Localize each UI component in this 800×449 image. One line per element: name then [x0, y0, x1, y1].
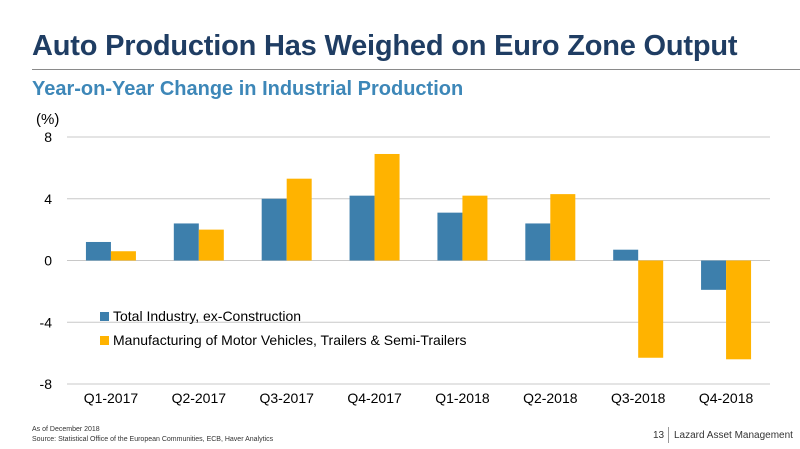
- bar-motor-vehicles-q2-2018: [550, 194, 576, 261]
- legend-label: Total Industry, ex-Construction: [113, 308, 301, 324]
- bar-total-industry-q4-2018: [701, 260, 727, 290]
- y-axis-tick-labels: 8 4 0 -4 -8: [40, 129, 53, 392]
- brand-name: Lazard Asset Management: [674, 430, 793, 441]
- bar-total-industry-q3-2017: [261, 198, 287, 261]
- x-tick-label: Q1-2018: [435, 390, 490, 406]
- bar-total-industry-q1-2018: [437, 212, 463, 261]
- bar-total-industry-q2-2018: [525, 223, 551, 261]
- y-tick-label: 4: [44, 191, 52, 207]
- legend-label: Manufacturing of Motor Vehicles, Trailer…: [113, 332, 467, 348]
- y-tick-label: -8: [40, 376, 53, 392]
- bar-total-industry-q3-2018: [613, 249, 639, 261]
- bar-total-industry-q1-2017: [85, 241, 111, 261]
- bar-motor-vehicles-q4-2018: [726, 260, 752, 360]
- bar-motor-vehicles-q1-2017: [110, 251, 136, 261]
- legend-swatch: [100, 336, 109, 345]
- footer-divider: [668, 427, 669, 443]
- bar-motor-vehicles-q4-2017: [374, 153, 400, 261]
- bars: [85, 153, 752, 360]
- y-tick-label: 0: [44, 253, 52, 269]
- bar-motor-vehicles-q1-2018: [462, 195, 488, 261]
- x-tick-label: Q2-2018: [523, 390, 578, 406]
- x-tick-label: Q1-2017: [84, 390, 139, 406]
- legend: Total Industry, ex-Construction Manufactu…: [100, 308, 467, 348]
- x-tick-label: Q2-2017: [172, 390, 227, 406]
- bar-motor-vehicles-q3-2018: [638, 260, 664, 358]
- y-tick-label: 8: [44, 129, 52, 145]
- footnote-date: As of December 2018: [32, 426, 100, 433]
- x-tick-label: Q3-2018: [611, 390, 666, 406]
- title-divider: [32, 69, 800, 70]
- page-title: Auto Production Has Weighed on Euro Zone…: [32, 30, 738, 62]
- y-axis-label: (%): [36, 111, 59, 128]
- legend-swatch: [100, 312, 109, 321]
- bar-motor-vehicles-q3-2017: [286, 178, 312, 261]
- footnote-source: Source: Statistical Office of the Europe…: [32, 436, 274, 443]
- x-tick-label: Q4-2017: [347, 390, 402, 406]
- page-number: 13: [653, 430, 665, 441]
- y-tick-label: -4: [40, 314, 53, 330]
- chart-subtitle: Year-on-Year Change in Industrial Produc…: [32, 78, 464, 100]
- x-tick-label: Q3-2017: [259, 390, 314, 406]
- bar-total-industry-q4-2017: [349, 195, 375, 261]
- bar-motor-vehicles-q2-2017: [198, 229, 224, 261]
- bar-total-industry-q2-2017: [173, 223, 199, 261]
- x-tick-label: Q4-2018: [699, 390, 754, 406]
- x-axis-tick-labels: Q1-2017 Q2-2017 Q3-2017 Q4-2017 Q1-2018 Q2-20…: [84, 390, 754, 406]
